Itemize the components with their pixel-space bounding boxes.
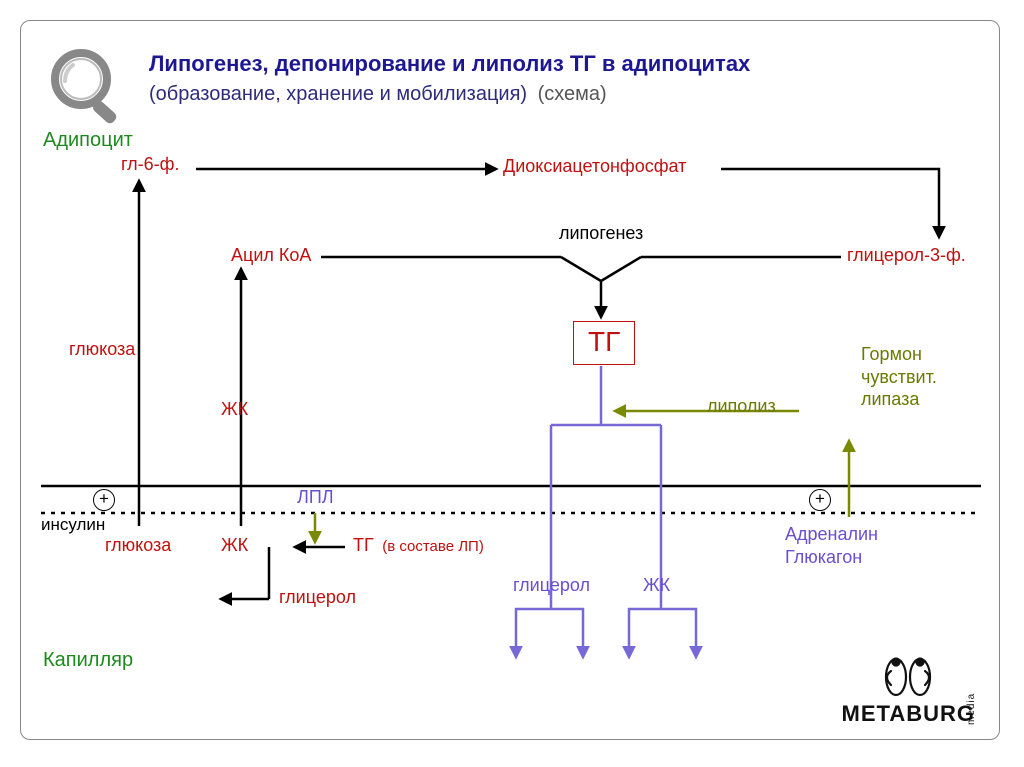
tg-box: ТГ xyxy=(573,321,635,365)
glucose-lower-label: глюкоза xyxy=(105,535,171,556)
hsl-label: Гормон чувствит. липаза xyxy=(861,343,937,411)
diagram-frame: Липогенез, депонирование и липолиз ТГ в … xyxy=(20,20,1000,740)
glycerol3p-label: глицерол-3-ф. xyxy=(847,245,966,266)
lipogenesis-label: липогенез xyxy=(559,223,643,244)
hsl-line2: чувствит. xyxy=(861,366,937,389)
hsl-line3: липаза xyxy=(861,388,937,411)
insulin-label: инсулин xyxy=(41,515,105,535)
logo-tag: media xyxy=(966,693,977,725)
glucose-upper-label: глюкоза xyxy=(69,339,135,360)
arrows-layer xyxy=(21,21,1001,741)
subtitle: (образование, хранение и мобилизация) xyxy=(149,83,527,105)
tg-in-lp-label: ТГ (в составе ЛП) xyxy=(353,535,484,556)
acylcoa-label: Ацил КоА xyxy=(231,245,311,266)
glycerol-lower-label: глицерол xyxy=(279,587,356,608)
adrenaline-label: Адреналин xyxy=(785,523,878,546)
plus-insulin-icon: + xyxy=(93,489,115,511)
glycerol-output-label: глицерол xyxy=(513,575,590,596)
fa-output-label: ЖК xyxy=(643,575,670,596)
adipocyte-label: Адипоцит xyxy=(43,129,133,152)
dioxy-label: Диоксиацетонфосфат xyxy=(503,156,686,177)
gl6f-label: гл-6-ф. xyxy=(121,154,179,175)
fa-upper-label: ЖК xyxy=(221,399,248,420)
magnifier-icon xyxy=(43,45,131,140)
fa-lower-label: ЖК xyxy=(221,535,248,556)
lpl-label: ЛПЛ xyxy=(297,487,334,508)
tg-lp-text: ТГ xyxy=(353,535,374,555)
glucagon-label: Глюкагон xyxy=(785,546,878,569)
logo-name: METABURG xyxy=(842,701,975,726)
scheme-label: (схема) xyxy=(538,83,607,105)
metaburg-logo: METABURG media xyxy=(842,653,975,727)
subtitle-row: (образование, хранение и мобилизация) (с… xyxy=(149,83,607,106)
hsl-line1: Гормон xyxy=(861,343,937,366)
title: Липогенез, депонирование и липолиз ТГ в … xyxy=(149,51,750,77)
plus-adrenaline-icon: + xyxy=(809,489,831,511)
capillary-label: Капилляр xyxy=(43,649,133,672)
lipolysis-label: липолиз xyxy=(707,396,776,417)
tg-lp-paren: (в составе ЛП) xyxy=(382,538,484,555)
hormone-activators: Адреналин Глюкагон xyxy=(785,523,878,570)
